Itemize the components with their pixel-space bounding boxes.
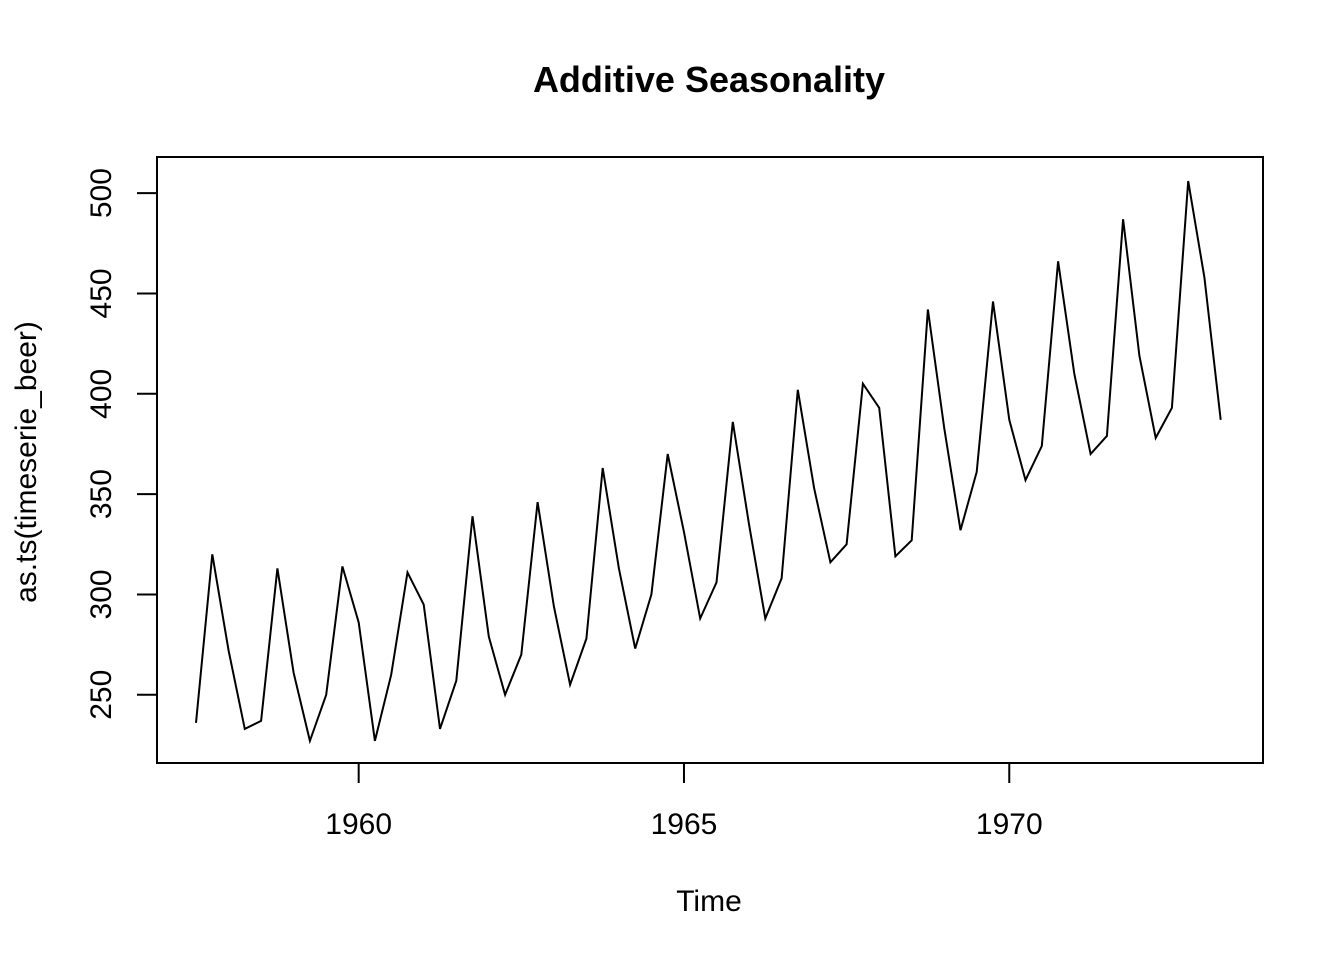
- y-axis-label: as.ts(timeserie_beer): [10, 321, 43, 603]
- chart-title: Additive Seasonality: [533, 59, 885, 100]
- y-axis: 250 300 350 400 450 500: [85, 168, 158, 720]
- y-tick-label: 400: [85, 369, 118, 419]
- x-axis-label: Time: [676, 885, 742, 918]
- y-tick-label: 450: [85, 268, 118, 318]
- x-tick-label: 1965: [651, 808, 718, 841]
- x-tick-label: 1970: [976, 808, 1043, 841]
- y-tick-label: 500: [85, 168, 118, 218]
- y-tick-label: 250: [85, 670, 118, 720]
- x-axis: 1960 1965 1970: [325, 762, 1043, 841]
- series-line: [195, 180, 1222, 745]
- y-tick-label: 300: [85, 569, 118, 619]
- plot-frame: [156, 156, 1264, 764]
- y-tick-label: 350: [85, 469, 118, 519]
- x-tick-label: 1960: [325, 808, 392, 841]
